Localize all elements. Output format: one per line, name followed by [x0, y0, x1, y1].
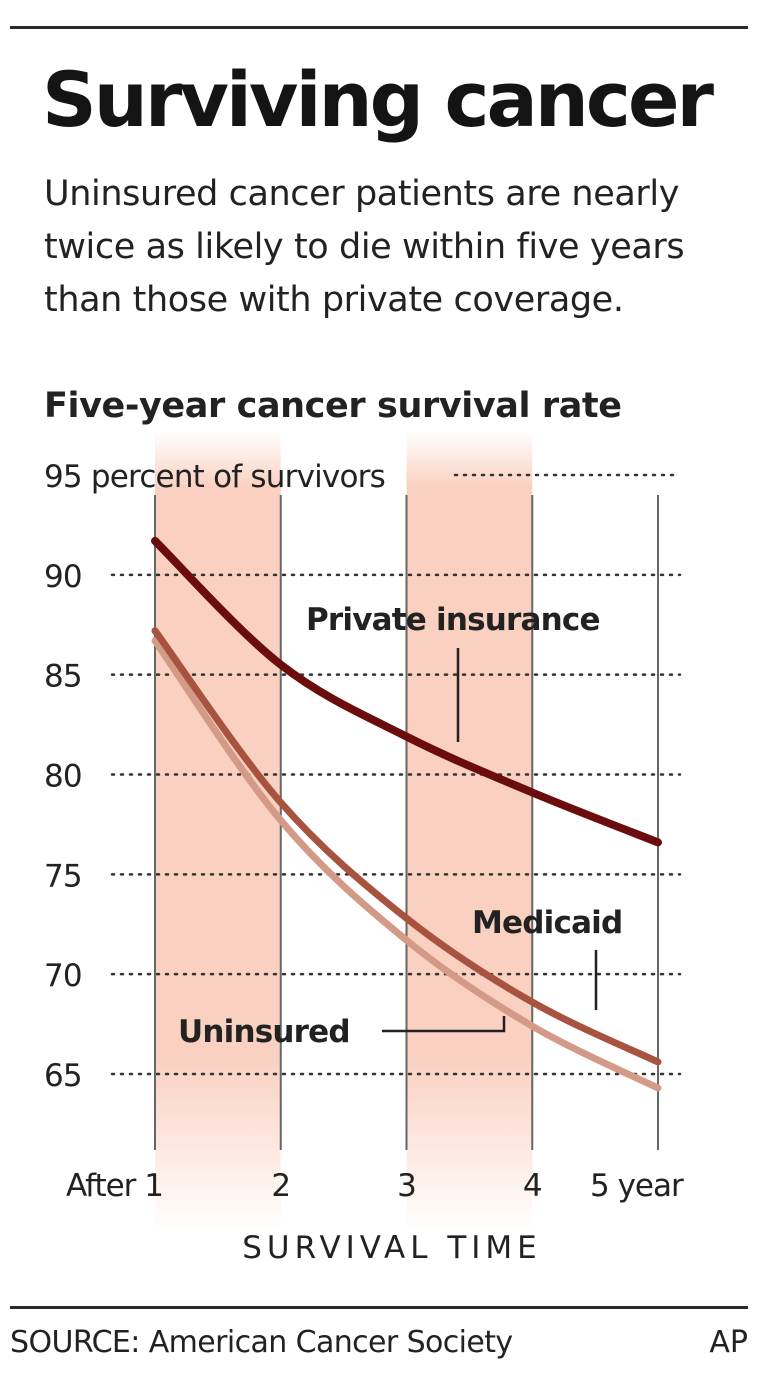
y-tick-label-80: 80 — [44, 759, 82, 795]
series-line-uninsured — [151, 637, 662, 1092]
page-title: Surviving cancer — [42, 55, 714, 144]
survival-line-chart: 95 percent of survivors 90 85 80 75 70 65 Afte… — [44, 432, 685, 1266]
shaded-band-2 — [406, 432, 533, 1232]
bottom-rule — [10, 1306, 748, 1309]
y-tick-label-75: 75 — [44, 858, 82, 894]
y-tick-label-95: 95 percent of survivors — [44, 459, 385, 495]
x-tick-label-1: After 1 — [66, 1168, 163, 1204]
y-tick-label-85: 85 — [44, 659, 82, 695]
source-note: SOURCE: American Cancer Society — [10, 1325, 513, 1360]
series-line-medicaid — [151, 627, 662, 1066]
y-tick-label-90: 90 — [44, 559, 82, 595]
series-label-private-insurance: Private insurance — [306, 602, 600, 638]
series-label-medicaid: Medicaid — [472, 905, 622, 941]
shaded-band-1 — [155, 432, 281, 1232]
top-rule — [10, 26, 748, 29]
leader-line-uninsured — [382, 1016, 506, 1033]
chart-heading: Five-year cancer survival rate — [44, 386, 622, 426]
x-axis-title: SURVIVAL TIME — [242, 1230, 542, 1266]
x-tick-label-5: 5 year — [590, 1168, 684, 1204]
series-line-private-insurance — [151, 536, 662, 847]
x-tick-label-4: 4 — [523, 1168, 542, 1204]
x-tick-label-2: 2 — [271, 1168, 290, 1204]
credit-label: AP — [709, 1325, 748, 1360]
subtitle: Uninsured cancer patients are nearly twi… — [44, 174, 685, 320]
y-tick-label-70: 70 — [44, 958, 82, 994]
series-label-uninsured: Uninsured — [178, 1014, 350, 1050]
x-tick-label-3: 3 — [397, 1168, 416, 1204]
y-tick-label-65: 65 — [44, 1058, 82, 1094]
